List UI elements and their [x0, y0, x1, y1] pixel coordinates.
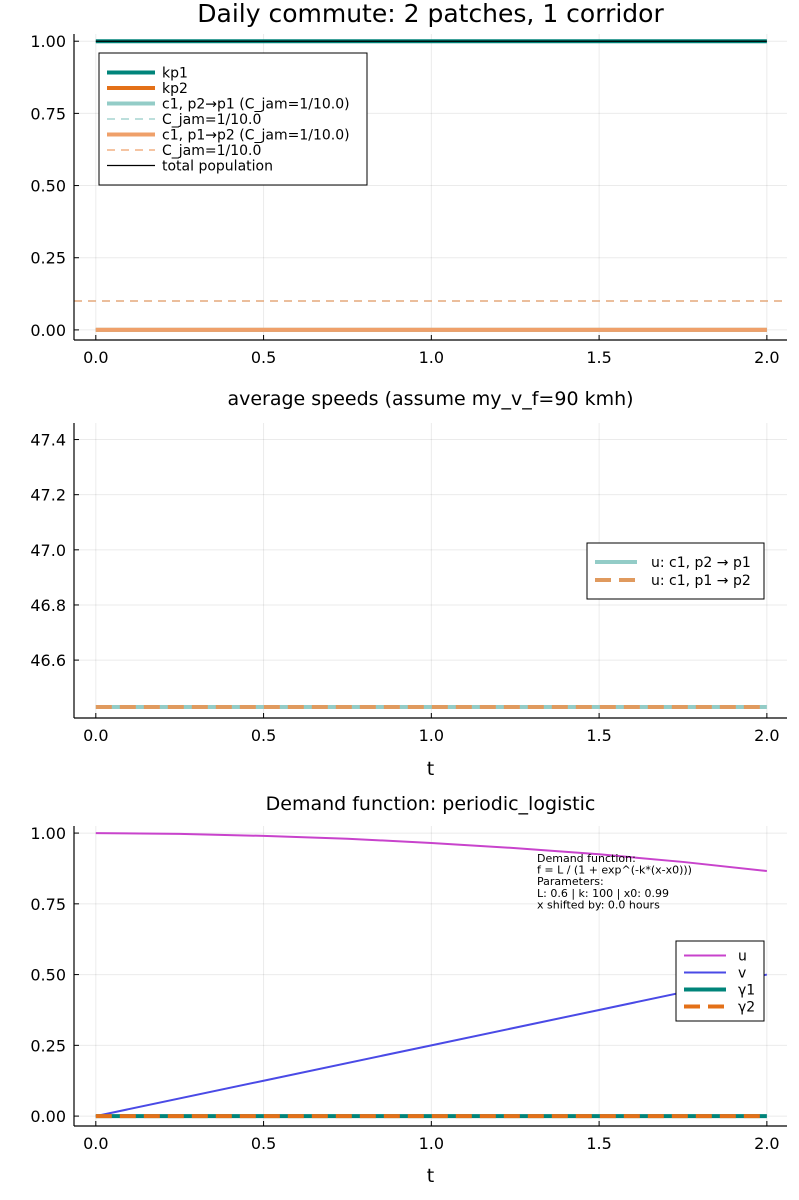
y-tick-label: 1.00	[30, 32, 66, 51]
legend: u: c1, p2 → p1 u: c1, p1 → p2	[586, 542, 765, 600]
x-tick-label: 2.0	[754, 726, 779, 745]
legend-label: c1, p2→p1 (C_jam=1/10.0)	[162, 97, 350, 113]
x-tick-label: 1.0	[419, 1134, 444, 1153]
y-tick-label: 47.0	[30, 541, 66, 560]
series-line-2	[95, 973, 768, 1118]
legend-label: v	[738, 966, 746, 982]
y-tick-label: 0.50	[30, 177, 66, 196]
y-tick-label: 46.6	[30, 651, 66, 670]
y-tick-label: 0.25	[30, 1036, 66, 1055]
x-tick-label: 1.5	[586, 726, 611, 745]
x-tick-label: 0.0	[83, 1134, 108, 1153]
chart-title: average speeds (assume my_v_f=90 kmh)	[227, 388, 633, 410]
x-tick-label: 2.0	[754, 348, 779, 367]
x-axis-label: t	[427, 758, 434, 780]
plot-area	[74, 39, 787, 332]
x-axis-label: t	[427, 1165, 434, 1187]
y-tick-label: 47.4	[30, 431, 66, 450]
y-tick-label: 0.75	[30, 104, 66, 123]
legend-label: kp1	[162, 66, 188, 82]
y-tick-label: 0.00	[30, 1107, 66, 1126]
annotation-line: f = L / (1 + exp^(-k*(x-x0)))	[537, 864, 692, 877]
y-tick-label: 1.00	[30, 824, 66, 843]
annotation-line: L: 0.6 | k: 100 | x0: 0.99	[537, 887, 669, 900]
legend-label: u: c1, p2 → p1	[651, 555, 751, 571]
legend-label: kp2	[162, 81, 188, 97]
y-tick-label: 46.8	[30, 596, 66, 615]
legend-label: u: c1, p1 → p2	[651, 573, 751, 589]
legend-label: γ2	[738, 1000, 755, 1016]
legend-box	[98, 52, 368, 186]
plot-area	[95, 832, 768, 1119]
x-tick-label: 0.5	[251, 726, 276, 745]
x-tick-label: 2.0	[754, 1134, 779, 1153]
chart-title: Demand function: periodic_logistic	[266, 793, 596, 815]
annotation-line: Parameters:	[537, 875, 604, 888]
y-tick-label: 0.00	[30, 321, 66, 340]
legend-label: C_jam=1/10.0	[162, 143, 261, 159]
legend-label: γ1	[738, 983, 755, 999]
y-tick-label: 0.25	[30, 249, 66, 268]
legend-label: c1, p1→p2 (C_jam=1/10.0)	[162, 128, 350, 144]
annotation-line: Demand function:	[537, 852, 636, 865]
legend-box	[586, 542, 765, 600]
annotation: Demand function:f = L / (1 + exp^(-k*(x-…	[537, 852, 692, 911]
legend-label: C_jam=1/10.0	[162, 112, 261, 128]
chart-panel-1: 0.0 0.5 1.0 1.5 2.0 0.00 0.25 0.50 0.75 1.00 Daily…	[30, 0, 787, 367]
x-tick-label: 0.0	[83, 348, 108, 367]
chart-title: Daily commute: 2 patches, 1 corridor	[197, 0, 664, 28]
chart-panel-3: 0.0 0.5 1.0 1.5 2.0 0.00 0.25 0.50 0.75 1.00 Deman…	[30, 793, 787, 1187]
x-tick-label: 1.0	[419, 348, 444, 367]
x-tick-label: 1.0	[419, 726, 444, 745]
annotation-line: x shifted by: 0.0 hours	[537, 898, 660, 911]
x-tick-label: 0.5	[251, 1134, 276, 1153]
legend-label: total population	[162, 159, 273, 175]
y-tick-label: 0.50	[30, 966, 66, 985]
y-tick-label: 47.2	[30, 486, 66, 505]
x-tick-label: 1.5	[586, 1134, 611, 1153]
legend-label: u	[738, 949, 747, 965]
x-tick-label: 0.5	[251, 348, 276, 367]
y-tick-label: 0.75	[30, 895, 66, 914]
series-line-1	[95, 832, 767, 872]
x-tick-label: 0.0	[83, 726, 108, 745]
x-tick-label: 1.5	[586, 348, 611, 367]
chart-panel-2: 0.0 0.5 1.0 1.5 2.0 46.6 46.8 47.0 47.2 47.4 avera…	[30, 388, 787, 780]
